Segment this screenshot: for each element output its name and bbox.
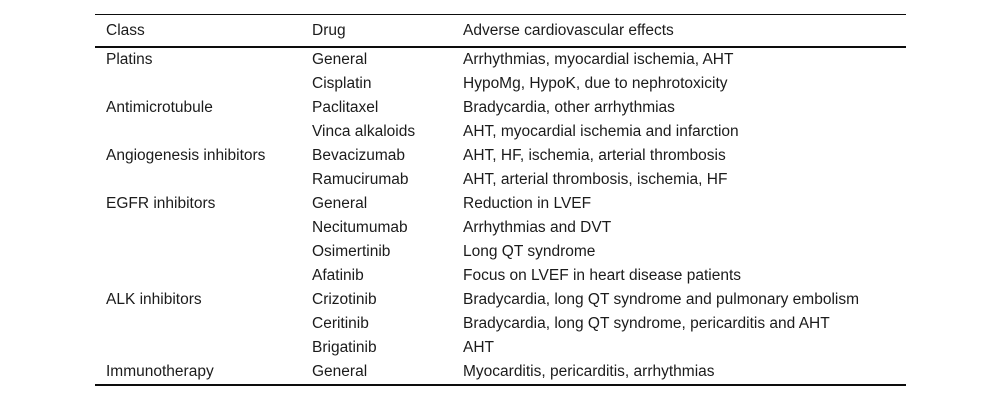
class-cell	[95, 72, 301, 96]
table-row: EGFR inhibitors General Reduction in LVE…	[95, 192, 906, 216]
class-cell	[95, 216, 301, 240]
column-header-class: Class	[106, 21, 145, 39]
column-header-drug: Drug	[312, 21, 346, 39]
table-row: ALK inhibitors Crizotinib Bradycardia, l…	[95, 288, 906, 312]
effects-cell: Arrhythmias and DVT	[463, 219, 612, 237]
class-cell	[95, 264, 301, 288]
effects-cell: AHT, HF, ischemia, arterial thrombosis	[463, 147, 726, 165]
class-cell: Angiogenesis inhibitors	[106, 147, 266, 165]
table-row: Ramucirumab AHT, arterial thrombosis, is…	[95, 168, 906, 192]
class-cell	[95, 336, 301, 360]
class-cell	[95, 168, 301, 192]
table-row: Necitumumab Arrhythmias and DVT	[95, 216, 906, 240]
adverse-effects-table: Class Drug Adverse cardiovascular effect…	[95, 14, 906, 386]
table-row: Immunotherapy General Myocarditis, peric…	[95, 360, 906, 385]
drug-cell: Brigatinib	[312, 339, 377, 357]
table-row: Antimicrotubule Paclitaxel Bradycardia, …	[95, 96, 906, 120]
effects-cell: Myocarditis, pericarditis, arrhythmias	[463, 363, 715, 381]
drug-cell: Osimertinib	[312, 243, 391, 261]
effects-cell: Arrhythmias, myocardial ischemia, AHT	[463, 51, 734, 69]
drug-cell: Necitumumab	[312, 219, 408, 237]
drug-cell: Cisplatin	[312, 75, 372, 93]
effects-cell: Bradycardia, other arrhythmias	[463, 99, 675, 117]
table-row: Osimertinib Long QT syndrome	[95, 240, 906, 264]
effects-cell: AHT	[463, 339, 494, 357]
class-cell: Platins	[106, 51, 153, 69]
drug-cell: Ceritinib	[312, 315, 369, 333]
effects-cell: Focus on LVEF in heart disease patients	[463, 267, 742, 285]
drug-cell: Paclitaxel	[312, 99, 379, 117]
class-cell: EGFR inhibitors	[106, 195, 216, 213]
table-row: Cisplatin HypoMg, HypoK, due to nephroto…	[95, 72, 906, 96]
effects-cell: Bradycardia, long QT syndrome, pericardi…	[463, 315, 830, 333]
drug-cell: Afatinib	[312, 267, 364, 285]
table-row: Afatinib Focus on LVEF in heart disease …	[95, 264, 906, 288]
effects-cell: AHT, arterial thrombosis, ischemia, HF	[463, 171, 728, 189]
drug-cell: Vinca alkaloids	[312, 123, 416, 141]
drug-cell: Crizotinib	[312, 291, 377, 309]
drug-cell: General	[312, 363, 368, 381]
class-cell: Immunotherapy	[106, 363, 214, 381]
class-cell	[95, 312, 301, 336]
drug-cell: Bevacizumab	[312, 147, 406, 165]
table-row: Angiogenesis inhibitors Bevacizumab AHT,…	[95, 144, 906, 168]
table-row: Ceritinib Bradycardia, long QT syndrome,…	[95, 312, 906, 336]
table-row: Brigatinib AHT	[95, 336, 906, 360]
table-row: Platins General Arrhythmias, myocardial …	[95, 47, 906, 72]
effects-cell: Reduction in LVEF	[463, 195, 592, 213]
drug-cell: General	[312, 51, 368, 69]
effects-cell: Long QT syndrome	[463, 243, 596, 261]
class-cell: Antimicrotubule	[106, 99, 213, 117]
table-row: Vinca alkaloids AHT, myocardial ischemia…	[95, 120, 906, 144]
class-cell	[95, 240, 301, 264]
class-cell: ALK inhibitors	[106, 291, 202, 309]
drug-cell: Ramucirumab	[312, 171, 409, 189]
drug-cell: General	[312, 195, 368, 213]
effects-cell: Bradycardia, long QT syndrome and pulmon…	[463, 291, 860, 309]
class-cell	[95, 120, 301, 144]
effects-cell: AHT, myocardial ischemia and infarction	[463, 123, 739, 141]
column-header-effects: Adverse cardiovascular effects	[463, 21, 674, 39]
effects-cell: HypoMg, HypoK, due to nephrotoxicity	[463, 75, 728, 93]
table-header-row: Class Drug Adverse cardiovascular effect…	[95, 14, 906, 47]
